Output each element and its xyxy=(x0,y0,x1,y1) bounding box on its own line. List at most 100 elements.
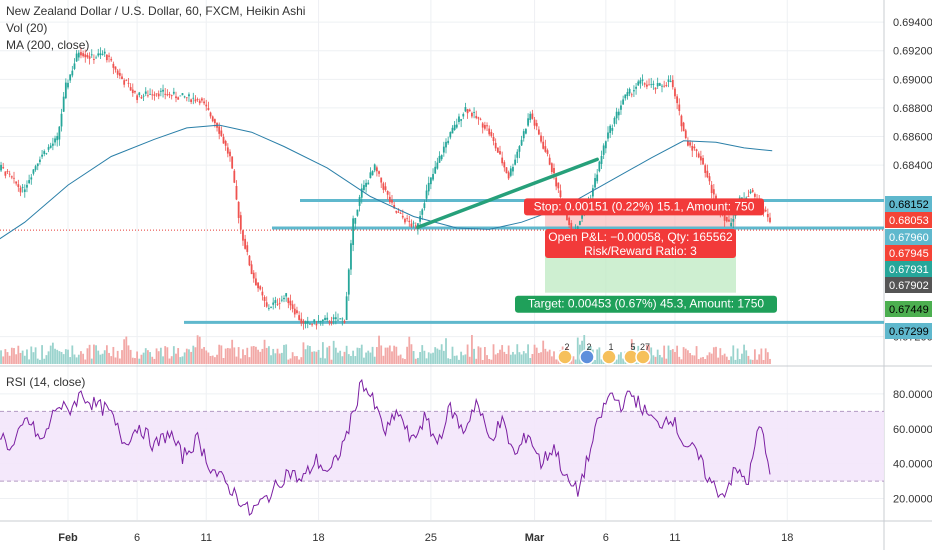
candle-body xyxy=(358,197,361,206)
candle-body xyxy=(598,161,601,172)
volume-bar xyxy=(304,349,307,364)
candle-body xyxy=(39,159,41,163)
time-tick-label: 11 xyxy=(201,532,212,544)
event-icons[interactable]: 2 2 1 5 27 xyxy=(557,342,651,365)
position-labels[interactable]: Stop: 0.00151 (0.22%) 15.1, Amount: 750 O… xyxy=(515,198,777,313)
volume-bar xyxy=(436,348,439,364)
candle-body xyxy=(149,93,151,95)
candle-body xyxy=(533,119,536,126)
volume-bar xyxy=(101,353,104,364)
candle-body xyxy=(579,221,581,225)
event-icon-count: 5 xyxy=(630,342,635,352)
volume-bar xyxy=(47,351,50,364)
time-tick-label: 11 xyxy=(669,532,680,544)
event-icon[interactable]: 5 xyxy=(623,342,639,365)
candle-body xyxy=(453,124,456,130)
event-icon[interactable]: 2 xyxy=(579,342,595,365)
candle-body xyxy=(550,163,553,173)
price-tick-label: 0.68400 xyxy=(893,160,932,172)
candle-body xyxy=(118,72,121,76)
candle-body xyxy=(596,174,599,182)
volume-bar xyxy=(667,345,670,364)
volume-bar xyxy=(583,335,586,364)
pnl-label-text: Risk/Reward Ratio: 3 xyxy=(584,244,697,258)
price-badge[interactable]: 0.68152 xyxy=(885,196,932,212)
candle-body xyxy=(67,82,69,88)
candle-body xyxy=(518,146,521,152)
volume-bar xyxy=(345,345,348,364)
rsi-panel xyxy=(0,378,884,516)
candle-body xyxy=(600,155,603,164)
price-badge[interactable]: 0.67960 xyxy=(885,229,932,245)
volume-bar xyxy=(73,354,76,364)
candle-body xyxy=(613,117,616,124)
volume-legend[interactable]: Vol (20) xyxy=(6,21,48,35)
candle-body xyxy=(406,218,409,220)
event-icon[interactable]: 27 xyxy=(635,342,651,365)
candle-body xyxy=(566,212,568,221)
candle-body xyxy=(41,154,43,157)
candle-body xyxy=(49,145,52,148)
volume-bar xyxy=(88,344,91,364)
price-badge[interactable]: 0.67299 xyxy=(885,323,932,339)
volume-bar xyxy=(557,358,560,364)
candle-body xyxy=(127,82,130,84)
candle-body xyxy=(168,94,171,95)
price-badge[interactable]: 0.67902 xyxy=(885,277,932,293)
price-badge[interactable]: 0.67931 xyxy=(885,261,932,277)
candle-body xyxy=(185,97,188,99)
candle-body xyxy=(257,282,259,289)
volume-bar xyxy=(417,357,419,364)
candle-body xyxy=(728,219,730,222)
volume-bar xyxy=(231,339,234,364)
candle-body xyxy=(397,211,400,213)
price-badge[interactable]: 0.67945 xyxy=(885,245,932,261)
candle-body xyxy=(213,119,216,124)
price-badge-text: 0.67960 xyxy=(889,232,929,244)
candle-body xyxy=(753,193,756,197)
ma-legend[interactable]: MA (200, close) xyxy=(6,38,90,52)
candle-body xyxy=(352,218,355,245)
pnl-label[interactable]: Open P&L: −0.00058, Qty: 165562Risk/Rewa… xyxy=(545,228,736,258)
volume-bar xyxy=(449,358,452,364)
candle-body xyxy=(388,196,391,203)
volume-bar xyxy=(684,348,687,364)
volume-bar xyxy=(458,359,460,364)
volume-bar xyxy=(80,351,82,364)
candle-body xyxy=(231,156,234,169)
volume-bar xyxy=(190,351,193,364)
volume-bar xyxy=(237,347,240,364)
candle-body xyxy=(177,97,180,100)
price-badge[interactable]: 0.68053 xyxy=(885,212,932,228)
symbol-title[interactable]: New Zealand Dollar / U.S. Dollar, 60, FX… xyxy=(6,4,306,18)
candle-body xyxy=(732,218,735,222)
candle-body xyxy=(691,145,694,151)
event-icon[interactable]: 1 xyxy=(601,342,617,365)
volume-bar xyxy=(343,351,346,364)
price-badge-text: 0.67902 xyxy=(889,280,929,292)
volume-bar xyxy=(369,352,372,364)
stop-label[interactable]: Stop: 0.00151 (0.22%) 15.1, Amount: 750 xyxy=(524,198,764,216)
candle-body xyxy=(263,297,266,302)
volume-bar xyxy=(365,352,367,364)
price-badge[interactable]: 0.67449 xyxy=(885,301,932,317)
volume-bar xyxy=(328,345,331,364)
candle-body xyxy=(283,297,285,300)
rsi-legend[interactable]: RSI (14, close) xyxy=(6,375,86,389)
volume-bar xyxy=(674,351,676,364)
target-label[interactable]: Target: 0.00453 (0.67%) 45.3, Amount: 17… xyxy=(515,295,777,313)
volume-bar xyxy=(110,356,113,364)
event-icon-circle xyxy=(635,349,651,365)
candle-body xyxy=(663,85,666,87)
candle-body xyxy=(643,83,646,85)
candle-body xyxy=(503,162,506,168)
candle-body xyxy=(414,225,417,227)
volume-bar xyxy=(397,355,400,364)
event-icon[interactable]: 2 xyxy=(557,342,573,365)
event-icon-circle xyxy=(579,349,595,365)
trend-line[interactable] xyxy=(416,157,599,229)
candle-body xyxy=(438,155,441,163)
trend-line-group[interactable] xyxy=(416,157,599,229)
